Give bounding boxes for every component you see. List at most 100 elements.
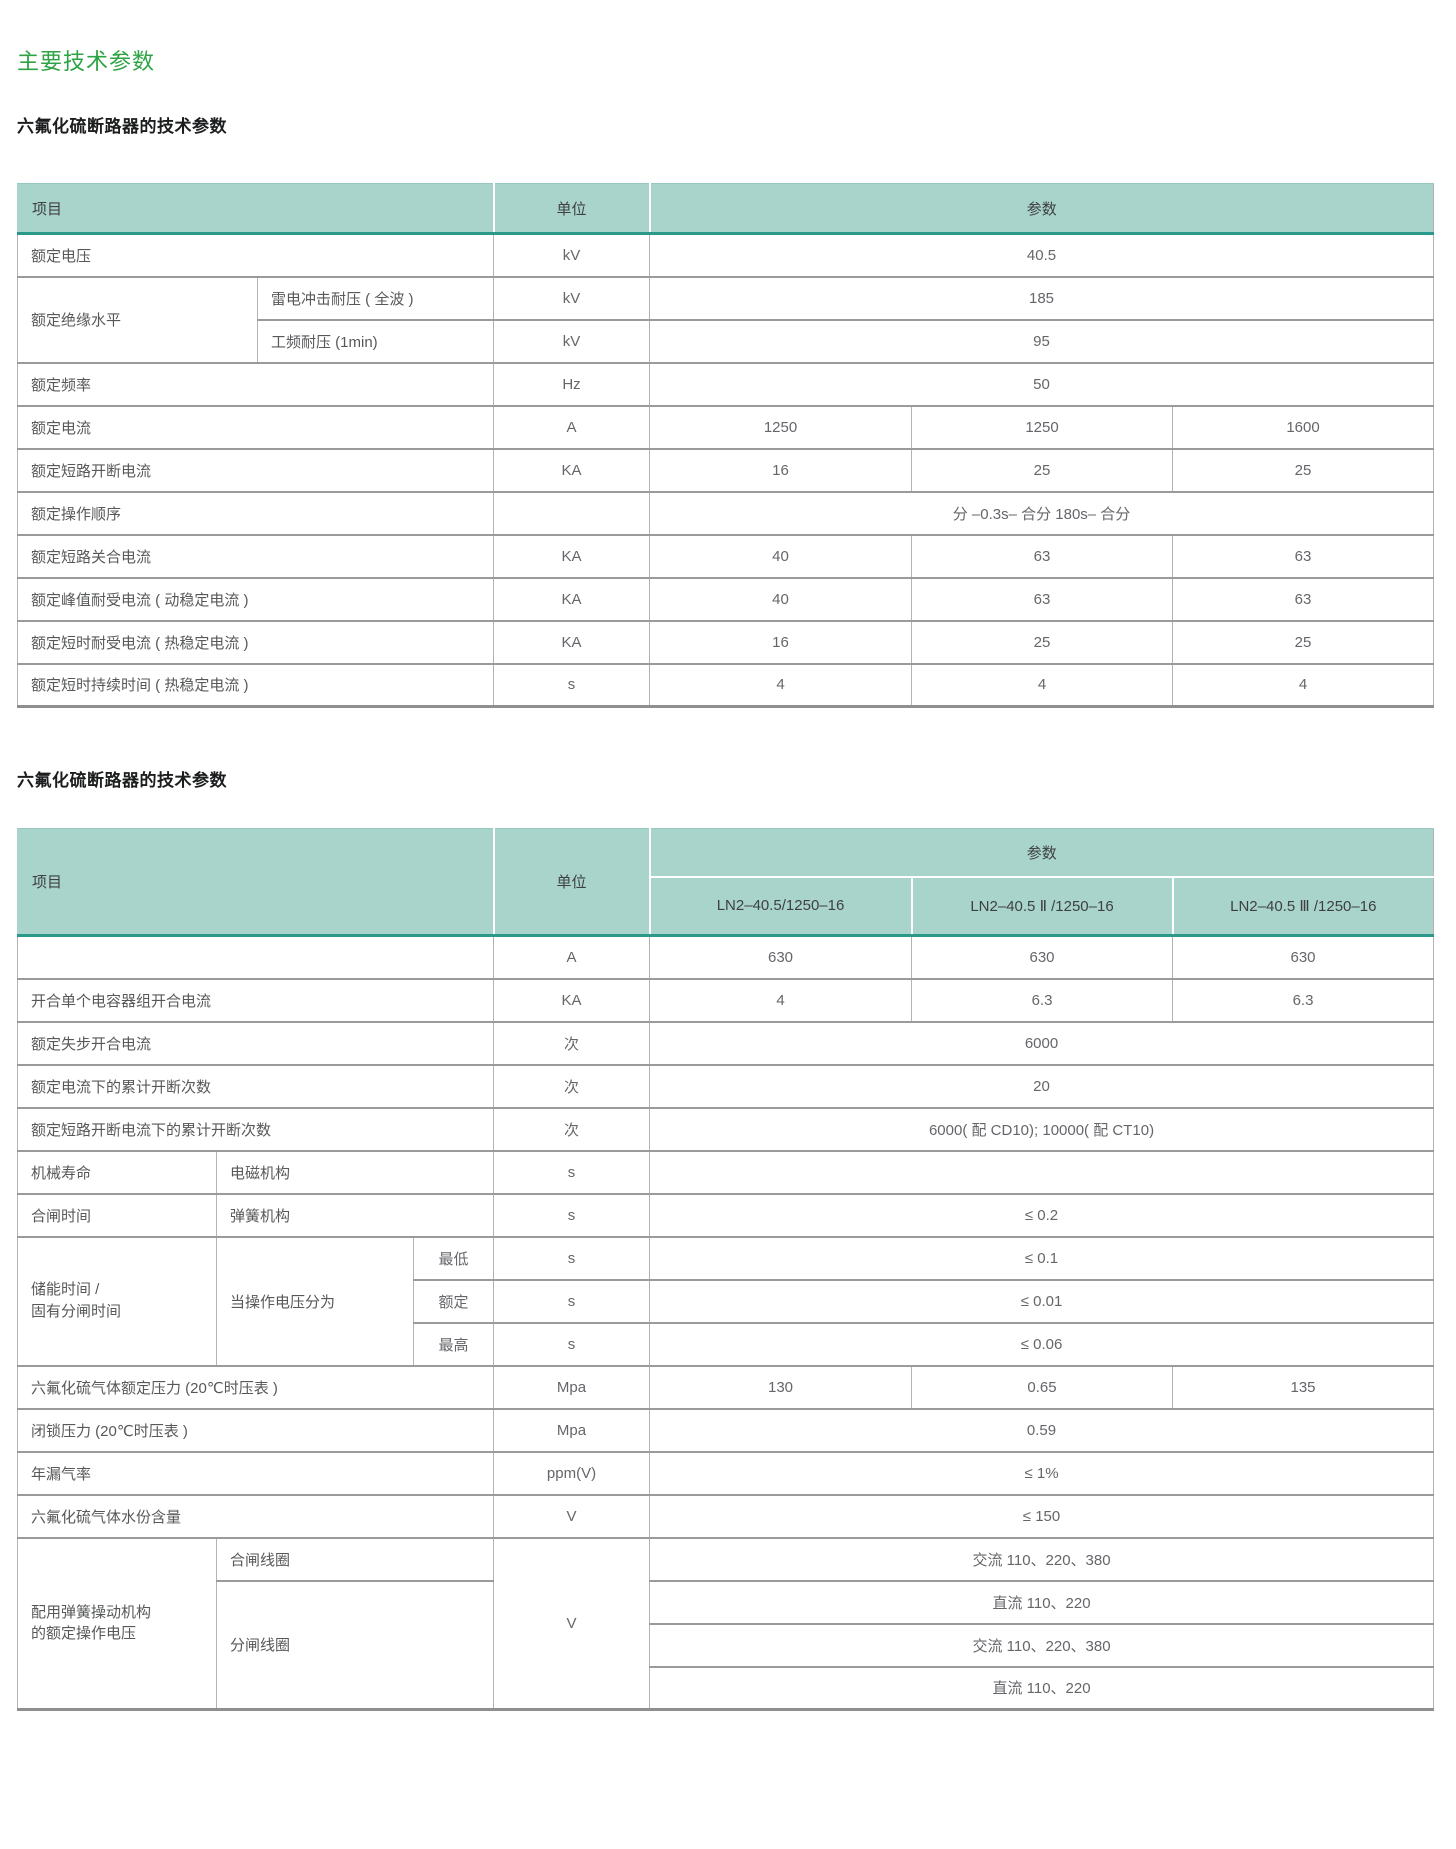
table-row: 储能时间 / 固有分闸时间 当操作电压分为 最低 s ≤ 0.1: [17, 1235, 1434, 1366]
value-cell: 1250: [911, 404, 1173, 449]
unit-cell: 次: [493, 1063, 650, 1108]
header-cell: LN2–40.5 Ⅱ /1250–16: [910, 875, 1173, 937]
value-cell: 63: [911, 576, 1173, 621]
value-cell: 50: [649, 361, 1434, 406]
sf6-breaker-params-table-1: 项目 单位 参数 额定电压 kV 40.5 额定绝缘水平 雷电冲击耐压 ( 全波 ) kV 185…: [16, 183, 1435, 708]
table-row: 直流 110、220: [18, 1665, 1434, 1710]
value-cell: 16: [649, 447, 912, 492]
value-cell: 130: [649, 1364, 912, 1409]
table-row: 额定失步开合电流次 6000: [16, 1020, 1434, 1065]
condition-cell: 额定: [412, 1278, 494, 1323]
value-cell: 185: [649, 275, 1434, 320]
header-cell: 单位: [492, 183, 650, 235]
value-cell: 16: [649, 619, 912, 664]
param-name-cell: 额定短时耐受电流 ( 热稳定电流 ): [16, 619, 494, 664]
table-row: 额定短路开断电流下的累计开断次数次 6000( 配 CD10); 10000( 配…: [16, 1106, 1434, 1151]
param-name-cell: 额定频率: [16, 361, 494, 406]
value-cell: 630: [1172, 934, 1434, 979]
value-cell: 0.65: [911, 1364, 1173, 1409]
param-name-cell: 额定失步开合电流: [16, 1020, 494, 1065]
table-row: 额定峰值耐受电流 ( 动稳定电流 ) KA 40 63 63: [16, 576, 1434, 621]
param-name-cell: 额定电流: [16, 404, 494, 449]
value-cell: ≤ 150: [649, 1493, 1434, 1538]
value-cell: 25: [911, 447, 1173, 492]
value-cell: 直流 110、220: [649, 1579, 1434, 1624]
header-cell: LN2–40.5 Ⅲ /1250–16: [1171, 875, 1434, 937]
table-row: 机械寿命 电磁机构 s: [17, 1149, 1434, 1194]
table-row: 合闸时间 弹簧机构 s ≤ 0.2: [17, 1192, 1434, 1237]
value-cell: 63: [1172, 533, 1434, 578]
table-row: 额定短路开断电流 KA 16 25 25: [16, 447, 1434, 492]
value-cell: ≤ 1%: [649, 1450, 1434, 1495]
table-row: 开合单个电容器组开合电流 KA 4 6.3 6.3: [16, 977, 1434, 1022]
unit-cell: s: [493, 1192, 650, 1237]
value-cell: 分 –0.3s– 合分 180s– 合分: [649, 490, 1434, 535]
param-name-cell: 机械寿命: [17, 1149, 217, 1194]
param-subname-cell: 电磁机构: [215, 1149, 494, 1194]
table-row: 额定短时耐受电流 ( 热稳定电流 ) KA 16 25 25: [16, 619, 1434, 664]
table-row: 最高 s ≤ 0.06: [18, 1321, 1434, 1366]
param-name-cell: 额定绝缘水平: [17, 275, 258, 363]
param-name-cell: 额定短路开断电流: [16, 447, 494, 492]
table-row: 额定短路关合电流 KA 40 63 63: [16, 533, 1434, 578]
param-name-cell: 额定短路关合电流: [16, 533, 494, 578]
value-cell: 6000: [649, 1020, 1434, 1065]
table-row: 六氟化硫气体水份含量 V ≤ 150: [16, 1493, 1434, 1538]
value-cell: 40: [649, 533, 912, 578]
header-cell: 参数: [648, 183, 1434, 235]
unit-cell: Mpa: [493, 1407, 650, 1452]
header-cell: 参数: [648, 828, 1434, 878]
param-subname-cell: 分闸线圈: [215, 1579, 494, 1710]
table-row: 配用弹簧操动机构 的额定操作电压 合闸线圈 V 交流 110、220、380: [17, 1536, 1434, 1710]
table-row: 额定电流 A 1250 1250 1600: [16, 404, 1434, 449]
value-cell: 4: [649, 977, 912, 1022]
unit-cell: Hz: [493, 361, 650, 406]
unit-cell: s: [493, 1321, 650, 1366]
param-name-cell: 六氟化硫气体水份含量: [16, 1493, 494, 1538]
unit-cell: Mpa: [493, 1364, 650, 1409]
value-cell: 4: [649, 662, 912, 707]
value-cell: 40: [649, 576, 912, 621]
table-row: 年漏气率 ppm(V) ≤ 1%: [16, 1450, 1434, 1495]
value-cell: ≤ 0.2: [649, 1192, 1434, 1237]
section-heading-breaker-params-1: 六氟化硫断路器的技术参数: [17, 117, 227, 136]
unit-cell: [493, 490, 650, 535]
value-cell: 4: [1172, 662, 1434, 707]
param-name-cell: 年漏气率: [16, 1450, 494, 1495]
table-row: 额定绝缘水平 雷电冲击耐压 ( 全波 ) kV 185: [17, 275, 1434, 363]
unit-cell: KA: [493, 977, 650, 1022]
unit-cell: s: [493, 662, 650, 707]
value-cell: 0.59: [649, 1407, 1434, 1452]
unit-cell: KA: [493, 576, 650, 621]
table-row: 分闸线圈 直流 110、220: [18, 1579, 1434, 1710]
value-cell: ≤ 0.06: [649, 1321, 1434, 1366]
table-row: 额定操作顺序 分 –0.3s– 合分 180s– 合分: [16, 490, 1434, 535]
param-name-cell: 开合单个电容器组开合电流: [16, 977, 494, 1022]
table-row: 额定 s ≤ 0.01: [18, 1278, 1434, 1323]
unit-cell: KA: [493, 619, 650, 664]
header-cell: 项目: [16, 183, 494, 235]
unit-cell: KA: [493, 447, 650, 492]
param-name-cell: 额定短时持续时间 ( 热稳定电流 ): [16, 662, 494, 707]
unit-cell: s: [493, 1235, 650, 1280]
value-cell: 135: [1172, 1364, 1434, 1409]
value-cell: ≤ 0.1: [649, 1235, 1434, 1280]
table-row: 六氟化硫气体额定压力 (20℃时压表 ) Mpa 130 0.65 135: [16, 1364, 1434, 1409]
condition-cell: 最高: [412, 1321, 494, 1366]
unit-cell: 次: [493, 1106, 650, 1151]
table-row: 交流 110、220、380: [18, 1622, 1434, 1667]
unit-cell: V: [493, 1536, 650, 1710]
value-cell: 630: [911, 934, 1173, 979]
value-cell: 63: [1172, 576, 1434, 621]
param-name-cell: 额定电流下的累计开断次数: [16, 1063, 494, 1108]
value-cell: 25: [1172, 447, 1434, 492]
value-cell: 6.3: [911, 977, 1173, 1022]
unit-cell: kV: [493, 275, 650, 320]
header-cell: LN2–40.5/1250–16: [648, 875, 912, 937]
unit-cell: kV: [493, 232, 650, 277]
param-name-cell: 额定峰值耐受电流 ( 动稳定电流 ): [16, 576, 494, 621]
param-name-cell: 额定短路开断电流下的累计开断次数: [16, 1106, 494, 1151]
param-subname-cell: 工频耐压 (1min): [256, 318, 494, 363]
table-row: 项目 单位 参数: [16, 183, 1434, 235]
param-name-cell: 合闸时间: [17, 1192, 217, 1237]
